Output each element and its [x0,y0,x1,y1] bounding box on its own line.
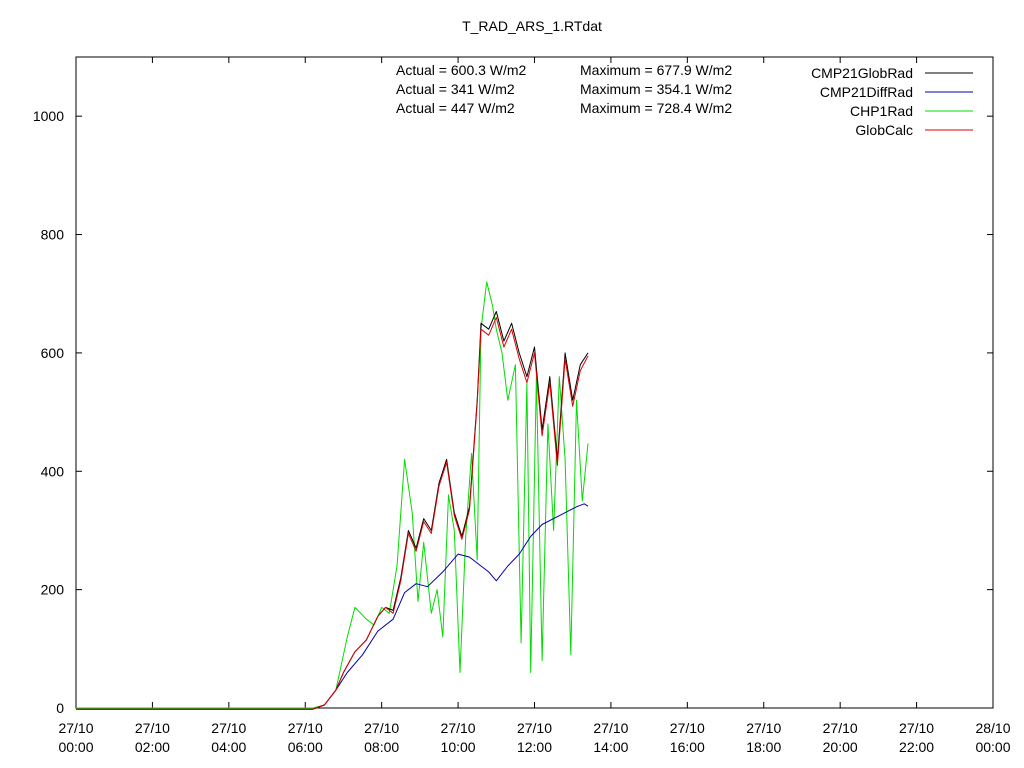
stat-maximum-2: Maximum = 354.1 W/m2 [580,81,732,97]
legend-label-cmp21diffrad: CMP21DiffRad [820,84,913,100]
y-tick-label: 600 [41,345,65,361]
x-tick-label-date: 27/10 [288,720,323,736]
legend-label-globcalc: GlobCalc [855,122,913,138]
y-tick-label: 400 [41,463,65,479]
legend-label-cmp21globrad: CMP21GlobRad [811,65,913,81]
x-tick-label-date: 27/10 [899,720,934,736]
stat-actual-2: Actual = 341 W/m2 [396,81,515,97]
legend-label-chp1rad: CHP1Rad [850,103,913,119]
stat-actual-3: Actual = 447 W/m2 [396,100,515,116]
x-tick-label-time: 20:00 [823,739,858,755]
x-tick-label-date: 27/10 [135,720,170,736]
chart-title: T_RAD_ARS_1.RTdat [462,18,602,34]
stat-maximum-3: Maximum = 728.4 W/m2 [580,100,732,116]
x-tick-label-time: 08:00 [364,739,399,755]
x-tick-label-time: 06:00 [288,739,323,755]
x-tick-label-date: 27/10 [593,720,628,736]
x-tick-label-time: 12:00 [517,739,552,755]
x-tick-label-time: 18:00 [746,739,781,755]
x-tick-label-time: 02:00 [135,739,170,755]
series-line-cmp21diffrad [76,503,589,710]
x-tick-label-time: 00:00 [58,739,93,755]
y-tick-label: 200 [41,582,65,598]
stat-maximum-1: Maximum = 677.9 W/m2 [580,62,732,78]
stats-block: Actual = 600.3 W/m2 Maximum = 677.9 W/m2… [396,62,732,116]
x-tick-label-time: 00:00 [975,739,1010,755]
x-tick-label-date: 27/10 [364,720,399,736]
y-tick-label: 1000 [33,108,64,124]
x-tick-label-time: 16:00 [670,739,705,755]
x-tick-label-time: 14:00 [593,739,628,755]
legend: CMP21GlobRad CMP21DiffRad CHP1Rad GlobCa… [811,65,973,138]
x-tick-label-date: 27/10 [211,720,246,736]
x-tick-label-date: 27/10 [441,720,476,736]
x-tick-label-time: 04:00 [211,739,246,755]
y-tick-label: 800 [41,227,65,243]
x-tick-label-date: 27/10 [823,720,858,736]
x-tick-label-time: 22:00 [899,739,934,755]
y-tick-label: 0 [56,700,64,716]
series-lines [76,281,589,710]
series-line-cmp21globrad [76,311,589,710]
axis-ticks: 0 200 400 600 800 1000 27/10 00:00 27/10 02:00 27/… [33,57,1011,755]
x-tick-label-time: 10:00 [441,739,476,755]
x-tick-label-date: 27/10 [517,720,552,736]
plot-frame [75,56,994,709]
series-line-globcalc [76,316,589,710]
x-tick-label-date: 27/10 [670,720,705,736]
x-tick-label-date: 28/10 [975,720,1010,736]
stat-actual-1: Actual = 600.3 W/m2 [396,62,527,78]
x-tick-label-date: 27/10 [58,720,93,736]
series-line-chp1rad [76,281,589,709]
x-tick-label-date: 27/10 [746,720,781,736]
